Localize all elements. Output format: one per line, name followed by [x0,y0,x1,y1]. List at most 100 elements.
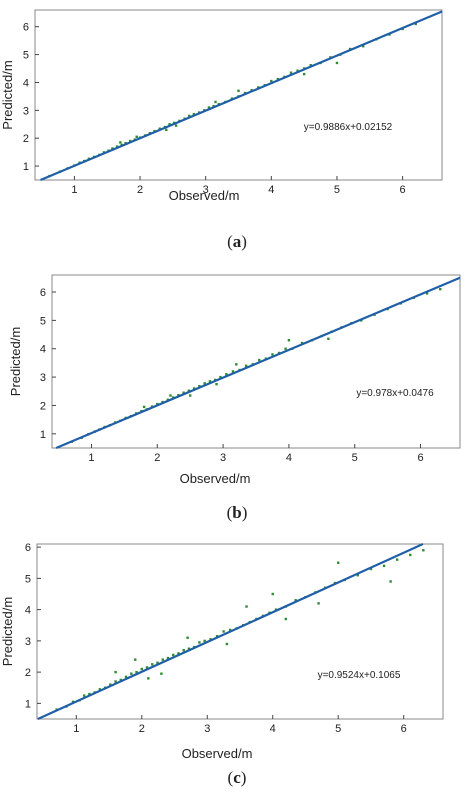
data-point [214,100,217,104]
data-point [300,341,304,345]
data-point [237,89,240,93]
data-point [356,574,360,577]
data-point [284,347,287,350]
fit-equation: y=0.978x+0.0476 [356,388,434,399]
y-tick-label: 6 [40,287,46,299]
data-point [422,549,425,552]
data-point [156,661,159,664]
y-tick-label: 5 [25,573,31,585]
x-tick-label: 1 [88,452,94,464]
x-tick-label: 1 [71,184,77,196]
x-tick-label: 2 [137,184,143,196]
data-point [168,123,171,126]
x-tick-label: 5 [335,723,341,735]
x-tick-label: 4 [270,723,276,735]
y-axis-label: Predicted/m [0,597,15,666]
data-point [425,292,429,295]
data-point [124,675,128,679]
y-tick-label: 5 [23,50,29,62]
data-point [395,558,399,561]
y-axis-label: Predicted/m [0,60,15,129]
caption-open: ( [227,768,234,787]
x-tick-label: 6 [417,452,423,464]
caption-c: (c) [0,768,474,788]
figure-panel-a: 1 2 3 4 5 6 1 2 3 4 5 6 y=0.9886x+0.02152 Observed/m P… [0,0,474,265]
data-point [188,394,192,397]
x-tick-label: 4 [286,452,292,464]
data-point [209,638,212,641]
data-point [114,670,117,674]
data-point [244,364,248,367]
plot-frame [34,9,443,181]
fit-line [55,276,461,450]
data-point [145,666,149,669]
scatter-chart-b: 1 2 3 4 5 6 1 2 3 4 5 6 y=0.978x+0.0476 Observed/m Pre… [8,274,461,486]
data-point [174,124,178,127]
data-point [369,567,373,571]
data-point [337,561,340,564]
data-point [362,45,365,48]
data-point [439,287,442,291]
fit-line [37,542,424,721]
data-point [169,394,172,397]
y-tick-label: 1 [23,161,29,173]
data-point [115,145,119,148]
scatter-chart-c: 1 2 3 4 5 6 1 2 3 4 5 6 y=0.9524x+0.1065 Observed/m Pr… [0,542,444,761]
y-tick-label: 5 [40,315,46,327]
data-point [198,384,201,388]
data-point [156,402,159,406]
data-point [186,636,189,639]
data-point [284,617,288,621]
data-point [119,141,122,144]
y-tick-label: 6 [25,542,31,554]
y-tick-label: 3 [40,372,46,384]
data-point [88,692,91,696]
caption-letter: b [232,503,242,522]
data-point [228,628,232,632]
data-point [147,677,150,680]
x-axis-label: Observed/m [169,188,240,203]
data-point [160,672,163,675]
data-point [382,564,386,568]
data-point [151,663,154,666]
data-point [245,605,248,608]
data-point [276,77,280,81]
y-tick-label: 1 [25,698,31,710]
data-point [114,680,117,683]
fit-equation: y=0.9524x+0.1065 [318,670,401,681]
caption-letter: a [232,232,242,251]
y-tick-label: 6 [23,22,29,34]
y-tick-label: 4 [40,344,46,356]
x-tick-label: 3 [204,723,210,735]
data-point [235,363,238,366]
data-point [294,599,297,602]
data-point [192,113,196,116]
y-tick-label: 2 [40,400,46,412]
data-point [111,147,114,150]
caption-b: (b) [0,503,474,523]
plot-frame [51,274,461,449]
y-tick-label: 4 [23,77,29,89]
data-point [165,128,168,132]
data-point [188,114,191,118]
x-tick-label: 3 [220,452,226,464]
data-point [135,670,138,674]
data-point [296,69,299,72]
data-point [135,135,138,139]
x-tick-label: 2 [154,452,160,464]
data-point [219,375,222,379]
data-point [161,658,164,661]
data-point [225,642,229,646]
data-point [71,700,75,704]
y-tick-label: 2 [23,133,29,145]
data-point [327,337,330,341]
y-tick-label: 3 [23,105,29,117]
caption-close: ) [241,503,248,522]
caption-close: ) [240,768,247,787]
fit-line [40,10,443,182]
data-point [82,694,86,697]
x-tick-label: 6 [400,184,406,196]
x-tick-label: 2 [139,723,145,735]
data-point [222,630,225,633]
x-tick-label: 4 [268,184,274,196]
